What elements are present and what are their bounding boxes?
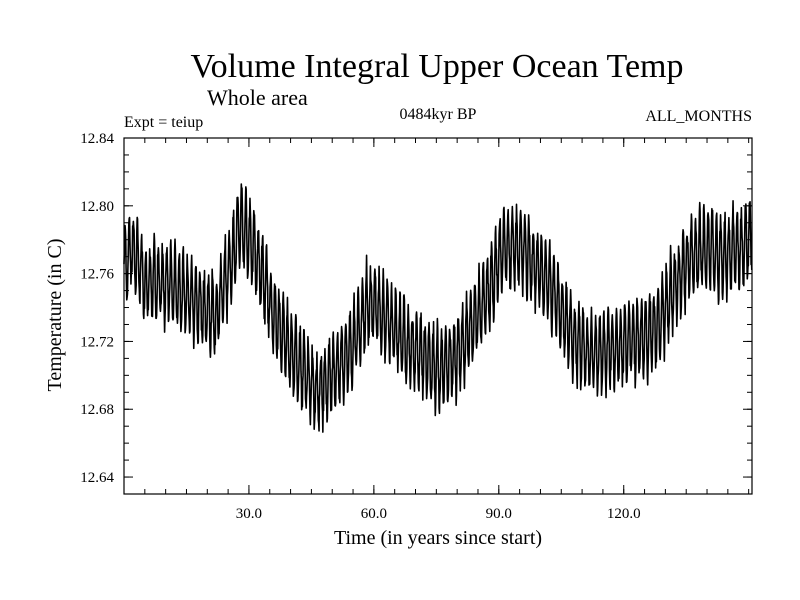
- y-tick-label: 12.72: [80, 334, 114, 350]
- y-tick-label: 12.68: [80, 402, 114, 418]
- y-tick-label: 12.64: [80, 470, 114, 486]
- y-tick-label: 12.76: [80, 267, 114, 283]
- period-label: 0484kyr BP: [400, 106, 477, 123]
- chart-subtitle: Whole area: [207, 85, 308, 110]
- x-axis-label: Time (in years since start): [334, 527, 542, 549]
- y-axis-label: Temperature (in C): [44, 239, 66, 392]
- x-tick-label: 120.0: [607, 506, 641, 522]
- plot-area: 12.64 12.68 12.72 12.76 12.80 12.84 30.0 60.0 90…: [80, 131, 753, 522]
- plot-frame: [123, 137, 753, 495]
- x-tick-label: 30.0: [236, 506, 262, 522]
- y-tick-label: 12.80: [80, 199, 114, 215]
- x-tick-label: 60.0: [361, 506, 387, 522]
- axis-ticks: 12.64 12.68 12.72 12.76 12.80 12.84 30.0 60.0 90…: [80, 131, 752, 522]
- experiment-label: Expt = teiup: [124, 114, 203, 131]
- y-tick-label: 12.84: [80, 131, 114, 147]
- series-line-teiup: [123, 183, 753, 433]
- series-layer: [123, 183, 753, 433]
- x-tick-label: 90.0: [486, 506, 512, 522]
- months-label: ALL_MONTHS: [645, 108, 752, 125]
- chart-title: Volume Integral Upper Ocean Temp: [191, 48, 684, 85]
